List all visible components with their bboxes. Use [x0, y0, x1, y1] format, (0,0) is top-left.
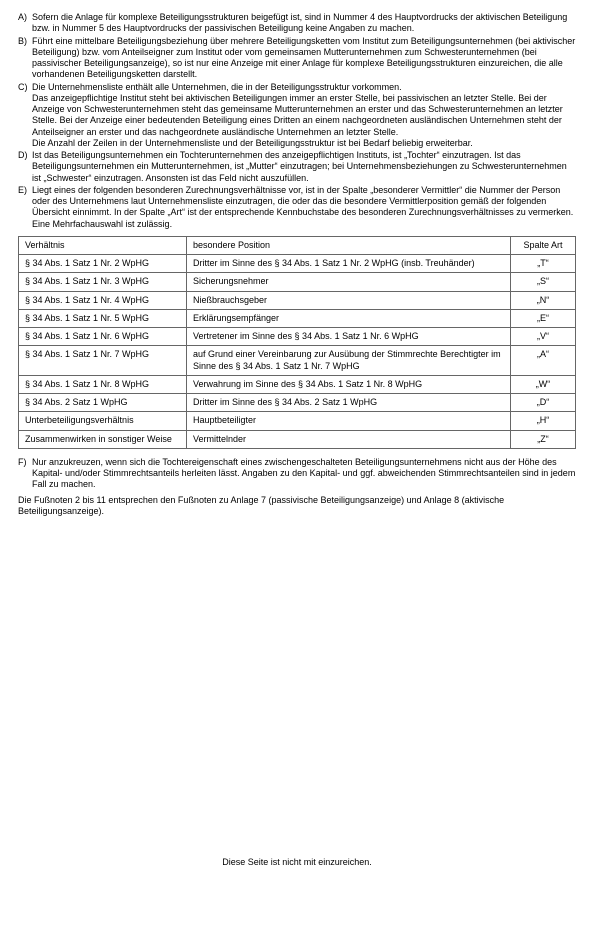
cell-verhaeltnis: § 34 Abs. 1 Satz 1 Nr. 6 WpHG — [19, 328, 187, 346]
item-marker: D) — [18, 150, 32, 184]
cell-verhaeltnis: Unterbeteiligungsverhältnis — [19, 412, 187, 430]
table-row: § 34 Abs. 1 Satz 1 Nr. 8 WpHGVerwahrung … — [19, 375, 576, 393]
table-row: § 34 Abs. 1 Satz 1 Nr. 3 WpHGSicherungsn… — [19, 273, 576, 291]
item-text: Führt eine mittelbare Beteiligungsbezieh… — [32, 36, 576, 81]
list-item: D) Ist das Beteiligungsunternehmen ein T… — [18, 150, 576, 184]
table-row: § 34 Abs. 1 Satz 1 Nr. 5 WpHGErklärungse… — [19, 309, 576, 327]
cell-position: Erklärungsempfänger — [187, 309, 511, 327]
cell-position: auf Grund einer Vereinbarung zur Ausübun… — [187, 346, 511, 376]
cell-position: Vertretener im Sinne des § 34 Abs. 1 Sat… — [187, 328, 511, 346]
cell-art: „E“ — [511, 309, 576, 327]
cell-position: Nießbrauchsgeber — [187, 291, 511, 309]
cell-verhaeltnis: § 34 Abs. 2 Satz 1 WpHG — [19, 394, 187, 412]
cell-position: Vermittelnder — [187, 430, 511, 448]
cell-position: Hauptbeteiligter — [187, 412, 511, 430]
table-body: § 34 Abs. 1 Satz 1 Nr. 2 WpHGDritter im … — [19, 255, 576, 449]
table-header-row: Verhältnis besondere Position Spalte Art — [19, 236, 576, 254]
item-text: Die Unternehmensliste enthält alle Unter… — [32, 82, 576, 150]
item-marker: E) — [18, 185, 32, 230]
col-position: besondere Position — [187, 236, 511, 254]
col-art: Spalte Art — [511, 236, 576, 254]
col-verhaeltnis: Verhältnis — [19, 236, 187, 254]
cell-verhaeltnis: § 34 Abs. 1 Satz 1 Nr. 3 WpHG — [19, 273, 187, 291]
lettered-list: A) Sofern die Anlage für komplexe Beteil… — [18, 12, 576, 230]
table-row: § 34 Abs. 2 Satz 1 WpHGDritter im Sinne … — [19, 394, 576, 412]
cell-verhaeltnis: § 34 Abs. 1 Satz 1 Nr. 8 WpHG — [19, 375, 187, 393]
cell-verhaeltnis: § 34 Abs. 1 Satz 1 Nr. 5 WpHG — [19, 309, 187, 327]
cell-verhaeltnis: Zusammenwirken in sonstiger Weise — [19, 430, 187, 448]
item-marker: A) — [18, 12, 32, 35]
list-item: A) Sofern die Anlage für komplexe Beteil… — [18, 12, 576, 35]
cell-position: Dritter im Sinne des § 34 Abs. 1 Satz 1 … — [187, 255, 511, 273]
list-item: C) Die Unternehmensliste enthält alle Un… — [18, 82, 576, 150]
relation-table: Verhältnis besondere Position Spalte Art… — [18, 236, 576, 449]
cell-position: Verwahrung im Sinne des § 34 Abs. 1 Satz… — [187, 375, 511, 393]
footnote-reference-paragraph: Die Fußnoten 2 bis 11 entsprechen den Fu… — [18, 495, 576, 518]
cell-art: „D“ — [511, 394, 576, 412]
cell-art: „W“ — [511, 375, 576, 393]
item-text: Liegt eines der folgenden besonderen Zur… — [32, 185, 576, 230]
list-item: B) Führt eine mittelbare Beteiligungsbez… — [18, 36, 576, 81]
page-footer-note: Diese Seite ist nicht mit einzureichen. — [18, 857, 576, 868]
table-row: § 34 Abs. 1 Satz 1 Nr. 7 WpHGauf Grund e… — [19, 346, 576, 376]
list-item: E) Liegt eines der folgenden besonderen … — [18, 185, 576, 230]
item-marker: B) — [18, 36, 32, 81]
cell-verhaeltnis: § 34 Abs. 1 Satz 1 Nr. 2 WpHG — [19, 255, 187, 273]
cell-position: Dritter im Sinne des § 34 Abs. 2 Satz 1 … — [187, 394, 511, 412]
lettered-list-continued: F) Nur anzukreuzen, wenn sich die Tochte… — [18, 457, 576, 491]
cell-art: „S“ — [511, 273, 576, 291]
item-marker: F) — [18, 457, 32, 491]
cell-art: „T“ — [511, 255, 576, 273]
cell-verhaeltnis: § 34 Abs. 1 Satz 1 Nr. 4 WpHG — [19, 291, 187, 309]
table-row: Zusammenwirken in sonstiger WeiseVermitt… — [19, 430, 576, 448]
item-marker: C) — [18, 82, 32, 150]
cell-art: „V“ — [511, 328, 576, 346]
item-text: Nur anzukreuzen, wenn sich die Tochterei… — [32, 457, 576, 491]
item-text: Sofern die Anlage für komplexe Beteiligu… — [32, 12, 576, 35]
cell-art: „N“ — [511, 291, 576, 309]
cell-verhaeltnis: § 34 Abs. 1 Satz 1 Nr. 7 WpHG — [19, 346, 187, 376]
table-row: § 34 Abs. 1 Satz 1 Nr. 6 WpHGVertretener… — [19, 328, 576, 346]
cell-art: „H“ — [511, 412, 576, 430]
table-row: UnterbeteiligungsverhältnisHauptbeteilig… — [19, 412, 576, 430]
cell-art: „A“ — [511, 346, 576, 376]
table-row: § 34 Abs. 1 Satz 1 Nr. 4 WpHGNießbrauchs… — [19, 291, 576, 309]
item-text: Ist das Beteiligungsunternehmen ein Toch… — [32, 150, 576, 184]
table-row: § 34 Abs. 1 Satz 1 Nr. 2 WpHGDritter im … — [19, 255, 576, 273]
cell-art: „Z“ — [511, 430, 576, 448]
list-item: F) Nur anzukreuzen, wenn sich die Tochte… — [18, 457, 576, 491]
cell-position: Sicherungsnehmer — [187, 273, 511, 291]
